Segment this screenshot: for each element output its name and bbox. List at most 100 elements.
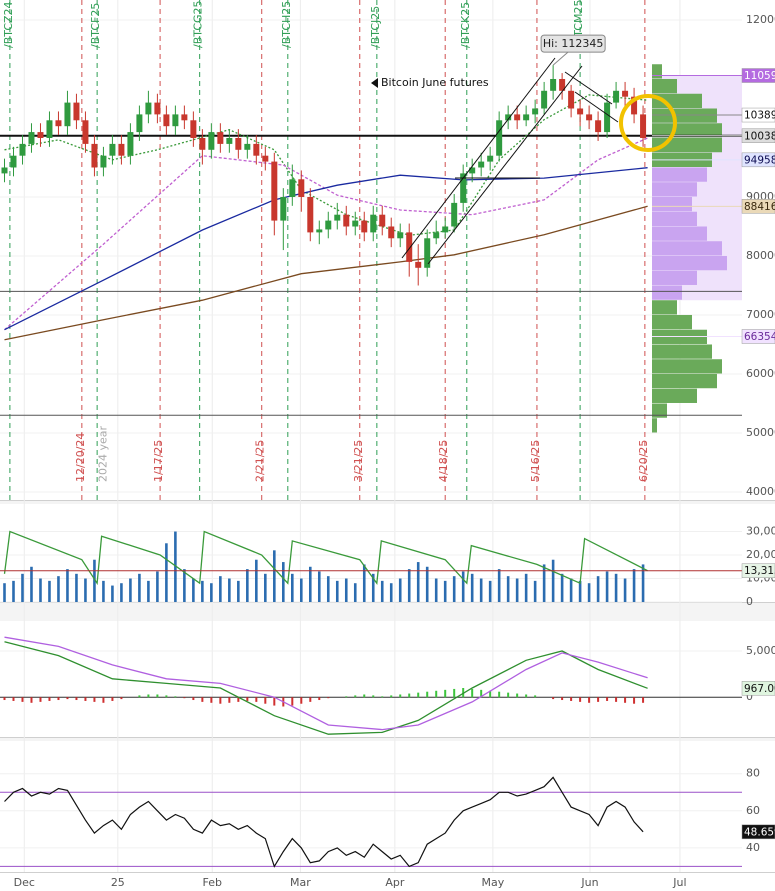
- volume-bar: [362, 564, 366, 602]
- volume-bar: [129, 578, 132, 602]
- profile-bar: [652, 123, 722, 138]
- candle-body: [487, 155, 494, 162]
- profile-bar: [652, 167, 707, 182]
- candle-body: [145, 102, 152, 115]
- profile-bar: [652, 270, 697, 285]
- histogram-bar: [138, 695, 141, 698]
- highlight-circle: [619, 94, 677, 152]
- candle-body: [325, 220, 332, 230]
- candle-body: [307, 196, 314, 233]
- volume-bar: [605, 571, 609, 602]
- candle-body: [163, 114, 170, 127]
- price-label-box: [741, 107, 775, 123]
- event-label: 5/16/25: [529, 440, 542, 482]
- histogram-bar: [57, 697, 60, 701]
- candle-body: [1, 167, 8, 174]
- candle-body: [388, 226, 395, 239]
- volume-bar: [542, 564, 546, 602]
- candle-body: [226, 137, 233, 144]
- histogram-bar: [399, 694, 402, 698]
- candle-body: [136, 114, 143, 133]
- event-label: /BTCF25: [89, 3, 102, 48]
- profile-bar: [652, 285, 682, 300]
- histogram-bar: [201, 697, 204, 702]
- volume-bar: [299, 578, 303, 602]
- panel-gap: [0, 603, 775, 621]
- volume-bar: [255, 559, 258, 602]
- y-tick-label: 80000: [746, 249, 775, 262]
- price-label: 94958: [744, 154, 775, 166]
- histogram-bar: [75, 697, 78, 701]
- x-tick-label: Apr: [385, 876, 405, 889]
- volume-bar: [264, 573, 267, 602]
- volume-bar: [183, 569, 186, 602]
- histogram-bar: [30, 697, 33, 703]
- volume-bar: [596, 576, 600, 602]
- histogram-bar: [48, 697, 51, 701]
- x-tick-label: May: [481, 876, 504, 889]
- macd-label: 967.00: [744, 683, 775, 695]
- candle-body: [559, 78, 566, 91]
- volume-bar: [479, 578, 483, 602]
- volume-bar: [111, 585, 114, 602]
- volume-bar: [228, 578, 231, 602]
- volume-bar: [75, 573, 78, 602]
- note-marker: [371, 78, 378, 88]
- histogram-bar: [561, 697, 564, 701]
- candle-body: [541, 90, 548, 109]
- histogram-bar: [516, 693, 519, 698]
- histogram-bar: [507, 692, 510, 698]
- trend-line: [564, 71, 613, 105]
- volume-bar: [452, 576, 456, 602]
- profile-bar: [652, 418, 657, 433]
- event-label: /BTCZ24: [2, 1, 15, 48]
- volume-bar: [12, 580, 15, 602]
- volume-bar: [120, 583, 123, 602]
- volume-bar: [246, 569, 249, 602]
- candle-body: [631, 96, 638, 115]
- event-label: 1/17/25: [152, 440, 165, 482]
- event-label: /BTCK25: [459, 2, 472, 48]
- histogram-bar: [606, 697, 609, 701]
- y-tick-label: 0: [746, 690, 753, 703]
- x-tick-label: Mar: [290, 876, 311, 889]
- volume-bar: [326, 576, 330, 602]
- candle-body: [46, 120, 53, 138]
- histogram-bar: [120, 697, 123, 700]
- candle-body: [640, 114, 647, 138]
- high-label: Hi: 112345: [543, 37, 604, 50]
- histogram-bar: [210, 697, 213, 703]
- profile-bar: [652, 64, 662, 79]
- y-tick-label: 5,000: [746, 644, 775, 657]
- histogram-bar: [615, 697, 618, 702]
- volume-bar: [641, 564, 645, 602]
- histogram-bar: [273, 697, 276, 706]
- volume-bar: [308, 566, 312, 602]
- candle-body: [370, 214, 377, 233]
- price-label-box: [741, 329, 775, 344]
- histogram-bar: [426, 691, 429, 698]
- candle-body: [424, 238, 431, 268]
- profile-bar: [652, 93, 702, 108]
- price-label: 10389: [744, 110, 775, 122]
- candle-body: [28, 132, 35, 144]
- average-label-box: [741, 563, 775, 578]
- volume-bar: [165, 543, 168, 602]
- histogram-bar: [111, 697, 114, 701]
- histogram-bar: [237, 697, 240, 702]
- high-leader: [552, 50, 570, 66]
- volume-bar: [57, 576, 60, 602]
- volume-bar: [353, 583, 357, 602]
- histogram-bar: [174, 696, 177, 698]
- volume-bar: [21, 573, 24, 602]
- candle-body: [91, 143, 98, 168]
- profile-bar: [652, 226, 707, 241]
- indicator-line: [3, 530, 648, 586]
- volume-bar: [335, 580, 339, 602]
- macd-label-box: [741, 681, 775, 696]
- candle-body: [55, 120, 62, 127]
- histogram-bar: [408, 693, 411, 698]
- candle-body: [181, 114, 188, 121]
